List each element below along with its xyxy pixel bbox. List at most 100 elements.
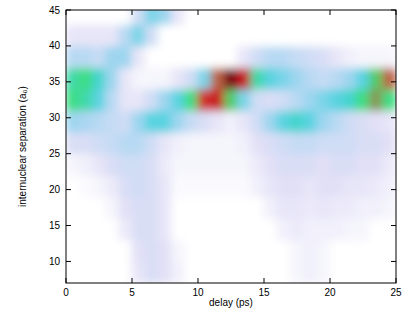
heat-cell bbox=[198, 67, 212, 90]
heat-cell bbox=[118, 10, 132, 25]
heat-cell bbox=[303, 153, 317, 176]
cells bbox=[66, 10, 396, 283]
heat-cell bbox=[105, 45, 119, 68]
heat-cell bbox=[250, 45, 264, 68]
heat-cell bbox=[198, 261, 212, 283]
heat-cell bbox=[382, 239, 396, 262]
heat-cell bbox=[171, 239, 185, 262]
heat-cell bbox=[303, 132, 317, 155]
heat-cell bbox=[382, 132, 396, 155]
heat-cell bbox=[66, 153, 80, 176]
heat-cell bbox=[277, 45, 291, 68]
heat-cell bbox=[224, 196, 238, 219]
heat-cell bbox=[118, 24, 132, 47]
heat-cell bbox=[66, 196, 80, 219]
y-tick-label: 20 bbox=[49, 184, 61, 195]
y-tick-right bbox=[391, 45, 396, 46]
heat-cell bbox=[277, 110, 291, 133]
heat-cell bbox=[118, 67, 132, 90]
heat-cell bbox=[105, 10, 119, 25]
heat-cell bbox=[224, 45, 238, 68]
heat-cell bbox=[158, 261, 172, 283]
heat-cell bbox=[250, 10, 264, 25]
heat-cell bbox=[92, 132, 106, 155]
heat-cell bbox=[79, 261, 93, 283]
heat-cell bbox=[211, 24, 225, 47]
heat-cell bbox=[132, 218, 146, 241]
heat-cell bbox=[330, 67, 344, 90]
heat-cell bbox=[132, 110, 146, 133]
heat-cell bbox=[369, 67, 383, 90]
heat-cell bbox=[237, 218, 251, 241]
heat-cell bbox=[343, 239, 357, 262]
heat-cell bbox=[132, 10, 146, 25]
heat-cell bbox=[356, 89, 370, 112]
heat-cell bbox=[118, 45, 132, 68]
heat-cell bbox=[145, 196, 159, 219]
x-tick-top bbox=[264, 10, 265, 15]
heat-cell bbox=[198, 24, 212, 47]
heat-cell bbox=[158, 67, 172, 90]
heat-cell bbox=[303, 175, 317, 198]
heat-cell bbox=[264, 153, 278, 176]
heat-cell bbox=[198, 218, 212, 241]
heat-cell bbox=[303, 10, 317, 25]
heat-cell bbox=[303, 196, 317, 219]
x-axis-label: delay (ps) bbox=[209, 297, 253, 308]
heat-cell bbox=[184, 175, 198, 198]
heat-cell bbox=[237, 239, 251, 262]
heat-cell bbox=[303, 67, 317, 90]
heat-cell bbox=[79, 132, 93, 155]
heat-cell bbox=[224, 175, 238, 198]
heat-cell bbox=[224, 239, 238, 262]
heat-cell bbox=[237, 153, 251, 176]
heat-cell bbox=[343, 10, 357, 25]
heat-cell bbox=[66, 110, 80, 133]
heat-cell bbox=[184, 153, 198, 176]
heat-cell bbox=[369, 110, 383, 133]
heat-cell bbox=[356, 45, 370, 68]
heat-cell bbox=[92, 67, 106, 90]
y-tick-right bbox=[391, 117, 396, 118]
heat-cell bbox=[145, 153, 159, 176]
heat-cell bbox=[145, 132, 159, 155]
heat-cell bbox=[250, 196, 264, 219]
y-tick bbox=[66, 10, 71, 11]
heat-cell bbox=[184, 110, 198, 133]
heat-cell bbox=[158, 45, 172, 68]
x-tick-label: 15 bbox=[258, 287, 270, 298]
heat-cell bbox=[343, 24, 357, 47]
heat-cell bbox=[290, 110, 304, 133]
x-tick-top bbox=[396, 10, 397, 15]
heat-cell bbox=[105, 132, 119, 155]
y-tick-label: 35 bbox=[49, 76, 61, 87]
heat-cell bbox=[118, 132, 132, 155]
heat-cell bbox=[330, 110, 344, 133]
heat-cell bbox=[105, 196, 119, 219]
heat-cell bbox=[277, 67, 291, 90]
heat-cell bbox=[158, 110, 172, 133]
heat-cell bbox=[92, 10, 106, 25]
heat-cell bbox=[316, 261, 330, 283]
heat-cell bbox=[224, 24, 238, 47]
heat-cell bbox=[330, 218, 344, 241]
heat-cell bbox=[382, 196, 396, 219]
heat-cell bbox=[264, 110, 278, 133]
heat-cell bbox=[105, 110, 119, 133]
y-tick bbox=[66, 117, 71, 118]
y-tick-right bbox=[391, 81, 396, 82]
heat-cell bbox=[171, 89, 185, 112]
heat-cell bbox=[250, 175, 264, 198]
heat-cell bbox=[290, 45, 304, 68]
heat-cell bbox=[211, 110, 225, 133]
heat-cell bbox=[250, 218, 264, 241]
heat-cell bbox=[171, 153, 185, 176]
heat-cell bbox=[369, 175, 383, 198]
heat-cell bbox=[184, 89, 198, 112]
heat-cell bbox=[158, 10, 172, 25]
heat-cell bbox=[303, 45, 317, 68]
heat-cell bbox=[330, 239, 344, 262]
heat-cell bbox=[264, 132, 278, 155]
heat-cell bbox=[369, 261, 383, 283]
heat-cell bbox=[105, 175, 119, 198]
